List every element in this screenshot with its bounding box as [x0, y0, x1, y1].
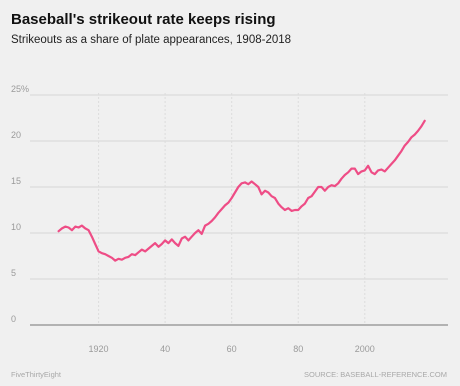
footer-brand: FiveThirtyEight — [11, 370, 62, 379]
footer-source: SOURCE: BASEBALL-REFERENCE.COM — [304, 370, 447, 379]
x-tick-label-1940: 40 — [160, 344, 170, 354]
y-tick-label-10: 10 — [11, 222, 21, 232]
x-gridlines — [98, 93, 366, 325]
y-tick-label-25: 25% — [11, 84, 29, 94]
x-tick-label-1920: 1920 — [89, 344, 109, 354]
y-tick-label-20: 20 — [11, 130, 21, 140]
x-tick-labels: 1920 40 60 80 2000 — [89, 344, 375, 354]
y-tick-label-5: 5 — [11, 268, 16, 278]
chart-title: Baseball's strikeout rate keeps rising — [11, 11, 276, 28]
y-tick-labels: 0 5 10 15 20 25% — [11, 84, 29, 324]
x-tick-label-2000: 2000 — [355, 344, 375, 354]
y-tick-label-0: 0 — [11, 314, 16, 324]
y-gridlines — [30, 94, 448, 326]
series-line-0 — [57, 119, 426, 262]
x-tick-label-1980: 80 — [293, 344, 303, 354]
x-tick-label-1960: 60 — [227, 344, 237, 354]
chart-subtitle: Strikeouts as a share of plate appearanc… — [11, 34, 292, 46]
y-tick-label-15: 15 — [11, 176, 21, 186]
series-group — [57, 119, 426, 262]
